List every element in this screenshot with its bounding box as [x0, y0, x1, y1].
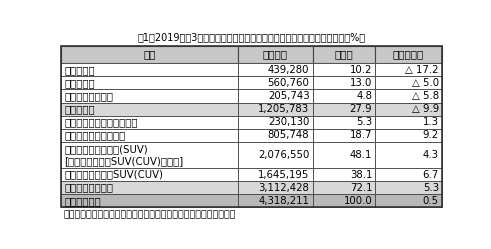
Bar: [313, 194, 375, 207]
Bar: [238, 194, 312, 207]
Text: 72.1: 72.1: [350, 183, 372, 192]
Text: 項目: 項目: [143, 49, 156, 60]
Bar: [375, 194, 442, 207]
Bar: [375, 129, 442, 142]
Text: 560,760: 560,760: [268, 78, 309, 88]
Bar: [238, 181, 312, 194]
Text: 38.1: 38.1: [350, 170, 372, 180]
Text: 小型トラック小計: 小型トラック小計: [64, 183, 113, 192]
Bar: [238, 142, 312, 168]
Bar: [238, 103, 312, 116]
Bar: [313, 46, 375, 63]
Bar: [238, 116, 312, 129]
Bar: [61, 129, 238, 142]
Bar: [313, 116, 375, 129]
Bar: [375, 89, 442, 103]
Bar: [313, 63, 375, 76]
Text: 205,743: 205,743: [268, 91, 309, 101]
Bar: [238, 168, 312, 181]
Bar: [375, 63, 442, 76]
Bar: [238, 76, 312, 89]
Bar: [313, 181, 375, 194]
Text: 合計（全体）: 合計（全体）: [64, 196, 101, 206]
Bar: [61, 63, 238, 76]
Bar: [61, 103, 238, 116]
Text: 3,112,428: 3,112,428: [259, 183, 309, 192]
Text: 小型乗用車: 小型乗用車: [64, 65, 95, 75]
Text: 0.5: 0.5: [423, 196, 439, 206]
Text: 表1　2019年第3四半期の新車販売台数の内訳（季節調整前）（単位：台、%）: 表1 2019年第3四半期の新車販売台数の内訳（季節調整前）（単位：台、%）: [137, 32, 366, 42]
Text: 100.0: 100.0: [344, 196, 372, 206]
Text: 230,130: 230,130: [268, 117, 309, 127]
Text: 439,280: 439,280: [268, 65, 309, 75]
Text: 5.3: 5.3: [356, 117, 372, 127]
Bar: [375, 168, 442, 181]
Text: クロスオーバーSUV(CUV): クロスオーバーSUV(CUV): [64, 170, 164, 180]
Bar: [61, 168, 238, 181]
Text: 前年同期比: 前年同期比: [393, 49, 424, 60]
Text: 5.3: 5.3: [423, 183, 439, 192]
Bar: [61, 194, 238, 207]
Text: 販売台数: 販売台数: [263, 49, 288, 60]
Bar: [238, 46, 312, 63]
Text: 4.3: 4.3: [423, 150, 439, 160]
Text: △ 17.2: △ 17.2: [406, 65, 439, 75]
Text: 4.8: 4.8: [356, 91, 372, 101]
Text: 1,645,195: 1,645,195: [258, 170, 309, 180]
Text: 1,205,783: 1,205,783: [258, 104, 309, 114]
Bar: [375, 116, 442, 129]
Bar: [375, 103, 442, 116]
Text: 6.7: 6.7: [423, 170, 439, 180]
Text: 2,076,550: 2,076,550: [258, 150, 309, 160]
Text: 4,318,211: 4,318,211: [259, 196, 309, 206]
Bar: [238, 89, 312, 103]
Text: （出所）モーターインテリジェンス発表データを基にジェトロ作成: （出所）モーターインテリジェンス発表データを基にジェトロ作成: [63, 211, 236, 220]
Bar: [375, 46, 442, 63]
Text: 9.2: 9.2: [423, 130, 439, 140]
Text: 18.7: 18.7: [350, 130, 372, 140]
Text: △ 5.8: △ 5.8: [412, 91, 439, 101]
Bar: [61, 181, 238, 194]
Bar: [313, 76, 375, 89]
Text: 805,748: 805,748: [268, 130, 309, 140]
Bar: [313, 129, 375, 142]
Text: ミニバン・フルサイズバン: ミニバン・フルサイズバン: [64, 117, 138, 127]
Text: 27.9: 27.9: [350, 104, 372, 114]
Bar: [313, 142, 375, 168]
Bar: [61, 116, 238, 129]
Text: 大型・高級乗用車: 大型・高級乗用車: [64, 91, 113, 101]
Text: ピックアップトラック: ピックアップトラック: [64, 130, 126, 140]
Bar: [375, 142, 442, 168]
Text: 中型乗用車: 中型乗用車: [64, 78, 95, 88]
Text: 10.2: 10.2: [350, 65, 372, 75]
Bar: [61, 142, 238, 168]
Bar: [61, 76, 238, 89]
Bar: [61, 89, 238, 103]
Bar: [313, 168, 375, 181]
Text: 13.0: 13.0: [350, 78, 372, 88]
Bar: [375, 181, 442, 194]
Text: 乗用車小計: 乗用車小計: [64, 104, 95, 114]
Bar: [375, 76, 442, 89]
Bar: [61, 46, 238, 63]
Text: △ 5.0: △ 5.0: [412, 78, 439, 88]
Text: 構成比: 構成比: [334, 49, 354, 60]
Bar: [238, 129, 312, 142]
Text: スポーツ用多目的車(SUV)
[クロスオーバーSUV(CUV)を含む]: スポーツ用多目的車(SUV) [クロスオーバーSUV(CUV)を含む]: [64, 144, 184, 166]
Text: △ 9.9: △ 9.9: [411, 104, 439, 114]
Bar: [313, 103, 375, 116]
Bar: [313, 89, 375, 103]
Text: 48.1: 48.1: [350, 150, 372, 160]
Text: 1.3: 1.3: [423, 117, 439, 127]
Bar: [61, 46, 442, 207]
Bar: [238, 63, 312, 76]
